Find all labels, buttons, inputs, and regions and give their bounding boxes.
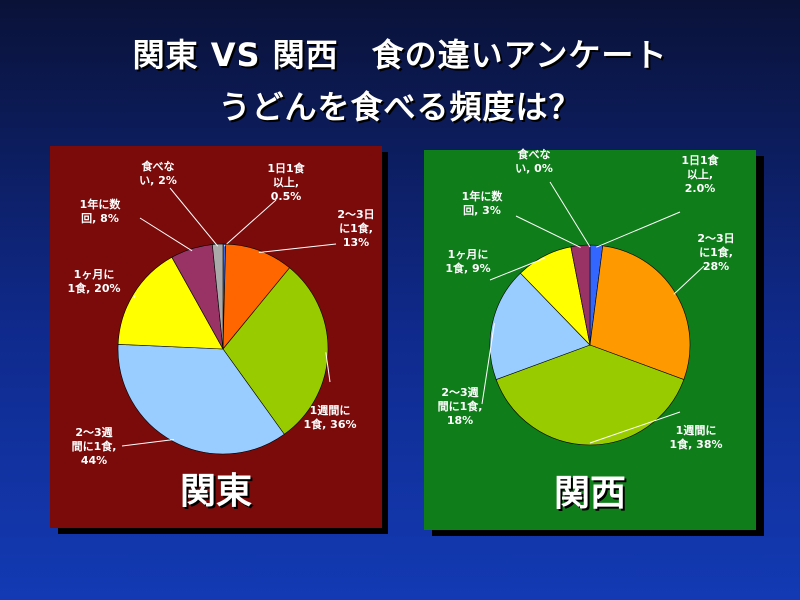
slice-label-line: 28% <box>703 260 729 273</box>
slice-label-line: 1日1食 <box>681 153 719 167</box>
slice-label-line: 2〜3週 <box>441 385 478 399</box>
slice-label-line: 間に1食, <box>438 399 483 413</box>
slice-label-line: に1食, <box>699 245 733 259</box>
leader-line <box>121 439 175 447</box>
kansai-region-label: 関西 <box>553 473 626 514</box>
slice-label-line: い, 2% <box>139 174 177 187</box>
slice-label-line: い, 0% <box>515 162 553 175</box>
slice-label: 1年に数回, 3% <box>462 189 504 217</box>
leader-line <box>169 187 219 247</box>
slice-label-line: 以上, <box>273 175 299 189</box>
leader-line <box>133 294 136 299</box>
kanto-pie-chart: 1日1食以上, 0.5% 2〜3日に1食, 13% 1週間に 1食, 36% 2〜3週間に1… <box>68 159 375 467</box>
leader-line <box>223 199 277 247</box>
slice-label-line: 1食, 36% <box>304 417 357 431</box>
slice-label-line: 13% <box>343 236 369 249</box>
pie-slice <box>489 272 591 380</box>
leader-line <box>515 215 581 248</box>
slice-label-line: に1食, <box>339 221 373 235</box>
leader-line <box>481 323 495 405</box>
pie-slice <box>495 344 685 446</box>
slice-label: 1年に数回, 8% <box>80 197 122 225</box>
slice-label-line: 1食, 38% <box>670 437 723 451</box>
slice-label-line: 0.5% <box>271 190 302 203</box>
slice-label: 1日1食以上, 2.0% <box>681 153 719 195</box>
slice-label: 2〜3週間に1食, 44% <box>72 425 117 467</box>
slice-label: 食べない, 0% <box>515 147 553 175</box>
leader-line <box>325 352 331 383</box>
page-subtitle: うどんを食べる頻度は？ <box>218 88 582 126</box>
slice-label-line: 1ヶ月に <box>74 268 115 281</box>
leader-line <box>139 217 193 252</box>
slice-label-line: 回, 8% <box>81 211 119 225</box>
pie-slice <box>570 244 591 346</box>
leader-line <box>673 265 705 295</box>
slice-label-line: 食べな <box>518 147 551 161</box>
leader-line <box>258 243 337 254</box>
slice-label: 2〜3日に1食, 13% <box>337 208 374 249</box>
pie-slice <box>117 344 285 455</box>
slice-label-line: 1食, 20% <box>68 281 121 295</box>
slice-label-line: 回, 3% <box>463 203 501 217</box>
slice-label-line: 2.0% <box>685 182 716 195</box>
page-title: 関東 VS 関西 食の違いアンケート <box>132 36 668 74</box>
slice-label-line: 2〜3週 <box>75 425 112 439</box>
slice-label: 食べない, 2% <box>139 159 177 187</box>
kanto-region-label: 関東 <box>179 471 252 512</box>
slice-label-line: 1年に数 <box>462 189 504 203</box>
slice-label-line: 1週間に <box>676 423 717 437</box>
pie-slice <box>212 243 224 350</box>
pie-slice <box>117 256 224 350</box>
slice-label-line: 1ヶ月に <box>448 248 489 261</box>
slice-label: 1週間に 1食, 38% <box>670 423 723 451</box>
kansai-pie-chart: 1日1食以上, 2.0% 2〜3日に1食, 28% 1週間に 1食, 38% 2〜3週間に1… <box>438 147 735 451</box>
slice-label: 1ヶ月に 1食, 20% <box>68 268 121 295</box>
leader-line <box>549 181 591 248</box>
slice-label-line: 以上, <box>687 167 713 181</box>
slice-label-line: 1週間に <box>310 403 351 417</box>
slice-label: 2〜3週間に1食, 18% <box>438 385 483 427</box>
slice-label-line: 間に1食, <box>72 439 117 453</box>
slice-label-line: 44% <box>81 454 107 467</box>
slice-label: 2〜3日に1食, 28% <box>697 232 734 273</box>
leader-line <box>596 211 681 248</box>
slice-label-line: 1食, 9% <box>445 261 490 275</box>
slice-label: 1週間に 1食, 36% <box>304 403 357 431</box>
kanto-chart-panel: 1日1食以上, 0.5% 2〜3日に1食, 13% 1週間に 1食, 36% 2〜3週間に1… <box>50 146 382 528</box>
leader-line <box>589 411 681 444</box>
pie-slice <box>222 267 329 435</box>
slice-label-line: 食べな <box>142 159 175 173</box>
slice-label-line: 1年に数 <box>80 197 122 211</box>
pie-slice <box>222 243 291 350</box>
slice-label: 1日1食以上, 0.5% <box>267 161 305 203</box>
slice-label-line: 1日1食 <box>267 161 305 175</box>
slice-label-line: 2〜3日 <box>337 208 374 221</box>
slice-label-line: 2〜3日 <box>697 232 734 245</box>
kansai-chart-panel: 1日1食以上, 2.0% 2〜3日に1食, 28% 1週間に 1食, 38% 2〜3週間に1… <box>424 147 756 530</box>
slice-label: 1ヶ月に 1食, 9% <box>445 248 490 275</box>
leader-line <box>489 257 545 281</box>
slice-label-line: 18% <box>447 414 473 427</box>
